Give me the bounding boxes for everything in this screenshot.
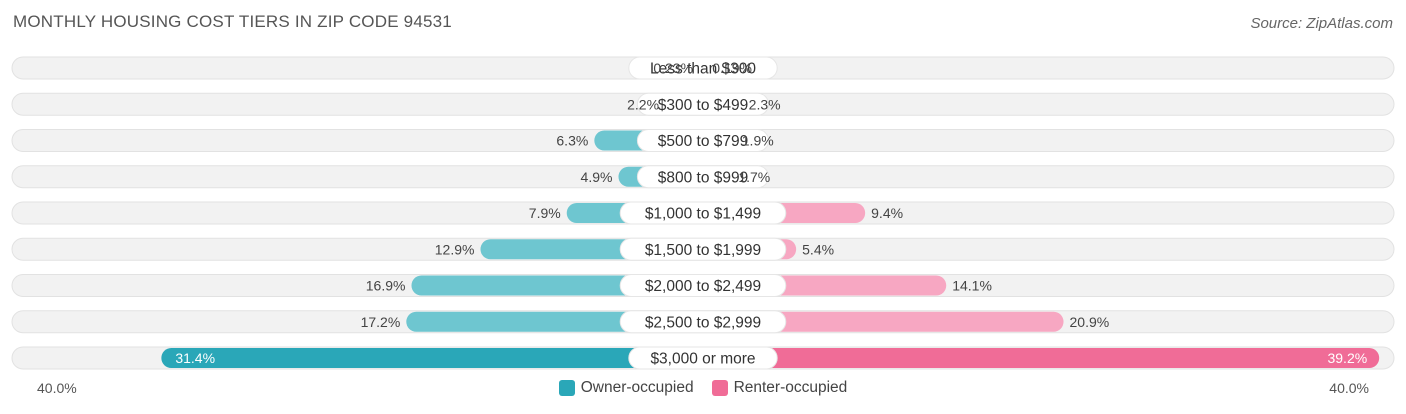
category-label: $1,500 to $1,999: [645, 242, 761, 259]
legend-swatch-owner: [558, 380, 575, 396]
category-pill: [628, 346, 778, 370]
value-label-owner: 6.3%: [556, 133, 588, 149]
category-label: $1,000 to $1,499: [645, 206, 761, 223]
category-pill: [628, 56, 778, 80]
category-label: $800 to $999: [658, 169, 749, 186]
value-label-owner: 0.23%: [653, 60, 693, 76]
bar-owner: [161, 348, 704, 368]
value-label-renter: 1.7%: [738, 169, 770, 185]
category-label: $500 to $799: [658, 133, 749, 150]
category-label: $300 to $499: [658, 97, 749, 114]
category-pill: [619, 310, 787, 334]
category-pill: [636, 92, 770, 116]
value-label-renter: 5.4%: [802, 241, 834, 257]
legend-label-owner: Owner-occupied: [580, 379, 694, 396]
chart-title: MONTHLY HOUSING COST TIERS IN ZIP CODE 9…: [13, 12, 452, 31]
category-label: $2,500 to $2,999: [645, 314, 761, 331]
value-label-renter: 2.3%: [749, 96, 781, 112]
source-label: Source: ZipAtlas.com: [1250, 15, 1393, 32]
value-label-renter: 20.9%: [1070, 314, 1110, 330]
category-pill: [619, 274, 787, 297]
category-pill: [636, 129, 770, 152]
bar-renter: [703, 348, 1380, 368]
value-label-owner: 2.2%: [627, 96, 659, 112]
legend-label-renter: Renter-occupied: [733, 379, 848, 396]
category-label: $3,000 or more: [650, 351, 755, 368]
value-label-renter: 14.1%: [952, 278, 992, 294]
value-label-owner: 16.9%: [366, 278, 406, 294]
category-pill: [636, 165, 770, 189]
value-label-owner: 7.9%: [529, 205, 561, 221]
category-pill: [619, 237, 787, 261]
category-pill: [619, 201, 787, 225]
value-label-renter: 39.2%: [1327, 350, 1367, 366]
legend-item-owner: Owner-occupied: [558, 379, 694, 397]
axis-right-tick: 40.0%: [1329, 380, 1369, 396]
value-label-owner: 31.4%: [175, 350, 215, 366]
value-label-owner: 17.2%: [361, 314, 401, 330]
legend-item-renter: Renter-occupied: [711, 379, 848, 397]
value-label-renter: 0.19%: [712, 60, 752, 76]
value-label-owner: 12.9%: [435, 241, 475, 257]
axis-left-tick: 40.0%: [37, 380, 77, 396]
value-label-renter: 1.9%: [742, 133, 774, 149]
value-label-renter: 9.4%: [871, 205, 903, 221]
bar-renter: [703, 311, 1064, 332]
category-label: Less than $300: [650, 61, 756, 78]
legend: Owner-occupied Renter-occupied: [0, 379, 1406, 397]
category-label: $2,000 to $2,499: [645, 278, 761, 295]
value-label-owner: 4.9%: [581, 169, 613, 185]
legend-swatch-renter: [711, 380, 728, 396]
